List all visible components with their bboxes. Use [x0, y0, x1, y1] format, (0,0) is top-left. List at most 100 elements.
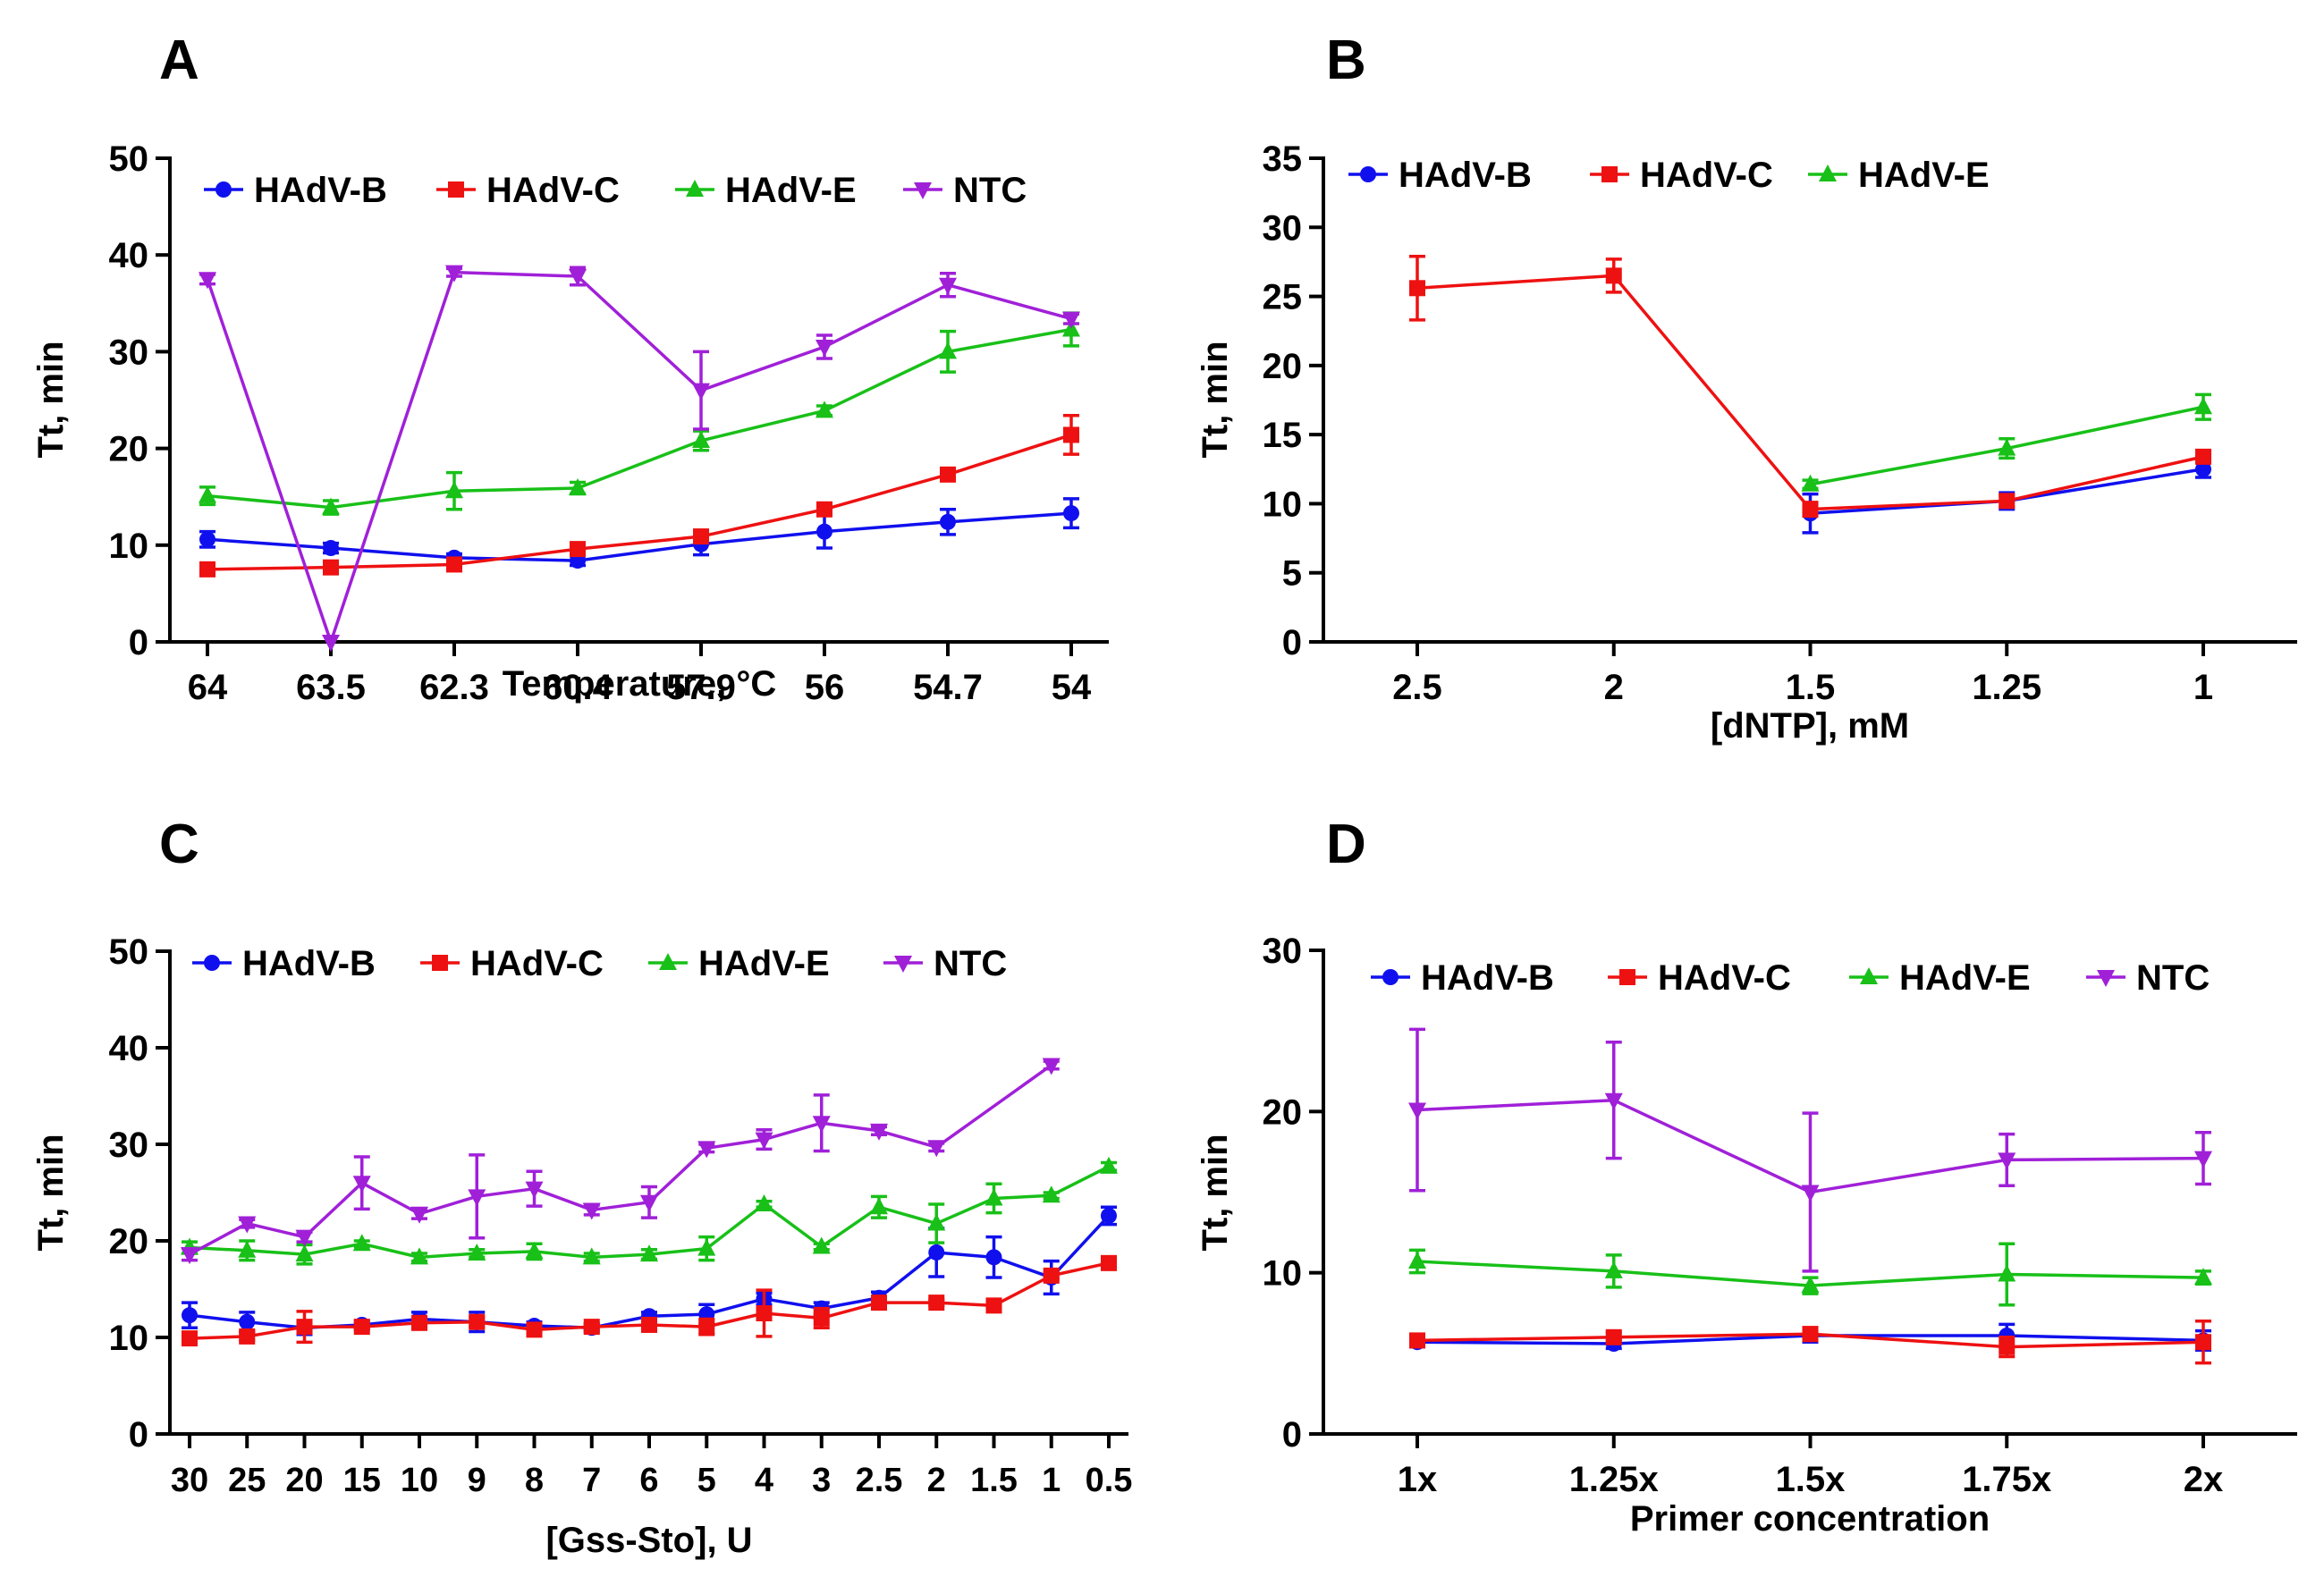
x-axis-title: [dNTP], mM [1711, 706, 1909, 746]
x-tick-label: 10 [401, 1462, 438, 1499]
series-ntc [199, 265, 1080, 652]
data-point [1100, 1156, 1118, 1174]
data-point [1604, 1261, 1623, 1278]
y-tick-label: 5 [1282, 554, 1302, 594]
data-point [570, 541, 586, 558]
x-tick-label: 1.25 [1972, 668, 2041, 707]
legend-marker-hadv-c [448, 181, 464, 198]
y-tick-label: 30 [1263, 208, 1303, 248]
x-axis-title: Temperature, °C [503, 664, 776, 704]
chart-d: 0 10 20 30 1x 1.25x 1.5x 1.75x 2x Primer concentr… [1196, 932, 2297, 1539]
y-tick-label: 50 [109, 139, 149, 179]
data-point [2195, 460, 2211, 477]
legend-label-hadv-e: HAdV-E [725, 171, 857, 210]
data-point [985, 1249, 1002, 1266]
data-point [526, 1321, 543, 1338]
data-point [870, 1123, 888, 1141]
x-tick-label: 1.75x [1962, 1460, 2051, 1499]
series-hadv-c [1409, 254, 2211, 519]
series-line-ntc [206, 270, 1072, 644]
data-point [199, 531, 215, 548]
x-axis-title: Primer concentration [1630, 1499, 1990, 1539]
data-point [1101, 1207, 1117, 1224]
legend: HAdV-B HAdV-C HAdV-E [1348, 156, 1990, 195]
data-point [939, 342, 957, 359]
data-point [410, 1247, 428, 1265]
data-point [352, 1176, 371, 1193]
data-point [1999, 493, 2016, 510]
data-point [583, 1319, 600, 1336]
legend-marker-hadv-c [1601, 166, 1618, 182]
y-tick-label: 0 [1282, 623, 1302, 662]
y-tick-label: 0 [129, 623, 148, 662]
x-tick-label: 1.5 [1786, 668, 1836, 707]
data-point [323, 559, 339, 576]
data-point [1408, 1102, 1426, 1120]
data-point [1063, 505, 1079, 522]
data-point [468, 1189, 486, 1207]
series-hadv-c [182, 1254, 1117, 1347]
y-tick-label: 35 [1263, 139, 1303, 179]
data-point [692, 430, 710, 448]
data-point [640, 1244, 658, 1262]
data-point [569, 477, 587, 495]
x-tick-label: 1 [1042, 1462, 1061, 1499]
chart-b: 0 5 10 15 20 25 30 35 2.5 2 1.5 1.25 1 [dNTP], mM Tt, … [1196, 139, 2297, 746]
y-tick-label: 40 [109, 236, 149, 275]
data-point [816, 501, 832, 518]
panel-letter-b: B [1326, 30, 1366, 91]
data-point [322, 497, 340, 515]
data-point [1998, 1152, 2016, 1170]
data-point [870, 1197, 888, 1215]
data-point [812, 1116, 831, 1134]
series-hadv-e [181, 1156, 1118, 1266]
legend-label-hadv-e: HAdV-E [1899, 958, 2031, 998]
data-point [295, 1229, 314, 1247]
x-tick-label: 2 [1604, 668, 1624, 707]
data-point [2195, 1334, 2211, 1351]
y-tick-label: 30 [109, 1126, 149, 1165]
data-point [927, 1213, 946, 1231]
x-tick-label: 7 [582, 1462, 601, 1499]
data-point [1802, 501, 1819, 518]
data-point [468, 1244, 486, 1261]
legend: HAdV-B HAdV-C HAdV-E NTC [1371, 958, 2210, 998]
data-point [238, 1240, 257, 1258]
data-point [928, 1294, 945, 1311]
data-point [1042, 1058, 1061, 1075]
legend-marker-hadv-b [1360, 166, 1376, 182]
legend-marker-ntc [2097, 970, 2115, 987]
data-point [199, 561, 215, 578]
series-ntc [1408, 1027, 2212, 1273]
data-point [756, 1305, 773, 1321]
x-tick-label: 2x [2184, 1460, 2224, 1499]
data-point [2194, 397, 2212, 415]
data-point [525, 1181, 544, 1199]
data-point [813, 1310, 830, 1327]
data-point [322, 635, 340, 652]
data-point [1998, 438, 2016, 456]
data-point [693, 528, 709, 545]
y-tick-label: 30 [1263, 932, 1303, 971]
x-tick-label: 1.25x [1569, 1460, 1659, 1499]
data-point [469, 1313, 486, 1330]
data-point [1802, 1326, 1819, 1343]
legend: HAdV-B HAdV-C HAdV-E NTC [204, 171, 1027, 210]
x-tick-label: 57.9 [666, 668, 736, 707]
x-tick-label: 15 [343, 1462, 381, 1499]
data-point [692, 383, 710, 401]
x-tick-label: 0.5 [1086, 1462, 1133, 1499]
x-tick-label: 56 [805, 668, 845, 707]
legend-label-hadv-e: HAdV-E [698, 944, 830, 983]
data-point [1408, 1252, 1426, 1269]
x-tick-label: 63.5 [296, 668, 366, 707]
x-tick-label: 60.4 [543, 668, 613, 707]
series-ntc [181, 1058, 1061, 1265]
data-point [238, 1216, 257, 1234]
x-tick-label: 64 [188, 668, 228, 707]
data-point [1998, 1264, 2016, 1282]
y-tick-label: 25 [1263, 278, 1303, 317]
y-tick-label: 20 [1263, 1092, 1303, 1132]
y-tick-label: 40 [109, 1029, 149, 1068]
